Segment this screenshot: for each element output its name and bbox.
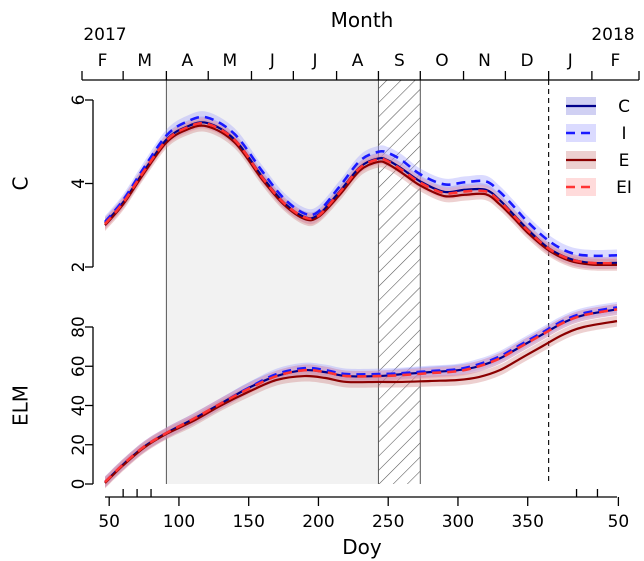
series-line-e bbox=[104, 320, 618, 484]
band-c bbox=[105, 116, 617, 269]
series-line-e bbox=[104, 124, 618, 267]
legend-label-e: E bbox=[619, 151, 630, 171]
legend-label-c: C bbox=[618, 97, 630, 117]
doy-axis-title: Doy bbox=[342, 535, 382, 559]
month-label: M bbox=[137, 51, 152, 71]
y-axis-title: C bbox=[9, 177, 33, 191]
month-label: J bbox=[311, 51, 317, 71]
month-axis-title: Month bbox=[331, 8, 394, 32]
doy-axis: Doy 50 100 150 200 250 300 350 50 bbox=[98, 489, 629, 559]
doy-tick-label: 300 bbox=[442, 512, 474, 532]
band-i bbox=[105, 111, 617, 262]
doy-tick-label: 100 bbox=[163, 512, 195, 532]
month-label: J bbox=[567, 51, 573, 71]
band-ei bbox=[105, 117, 617, 270]
doy-tick-label: 50 bbox=[98, 512, 120, 532]
doy-tick-label: 350 bbox=[511, 512, 543, 532]
doy-tick-label: 50 bbox=[608, 512, 630, 532]
month-label: O bbox=[435, 51, 448, 71]
month-label: S bbox=[394, 51, 405, 71]
series-line-c bbox=[104, 121, 618, 265]
month-label: D bbox=[520, 51, 533, 71]
year-end-label: 2018 bbox=[591, 25, 634, 45]
month-label: A bbox=[181, 51, 193, 71]
y-tick-label: 60 bbox=[69, 355, 89, 377]
y-tick-label: 6 bbox=[69, 95, 89, 106]
y-tick-label: 80 bbox=[69, 316, 89, 338]
year-start-label: 2017 bbox=[83, 25, 126, 45]
doy-tick-label: 150 bbox=[232, 512, 264, 532]
panel-c: 2 4 6 C bbox=[9, 95, 618, 273]
legend: CIE EI bbox=[566, 97, 632, 198]
doy-tick-label: 250 bbox=[372, 512, 404, 532]
month-label: M bbox=[223, 51, 238, 71]
y-tick-label: 0 bbox=[69, 479, 89, 490]
plot-area: 2 4 6 C 0 20 40 60 80 ELM bbox=[9, 95, 618, 490]
month-label: J bbox=[269, 51, 275, 71]
y-tick-label: 2 bbox=[69, 262, 89, 273]
y-tick-label: 20 bbox=[69, 434, 89, 456]
month-label: F bbox=[98, 51, 108, 71]
series-line-i bbox=[104, 115, 618, 258]
legend-label-ei: EI bbox=[616, 178, 632, 198]
y-tick-label: 40 bbox=[69, 395, 89, 417]
band-e bbox=[105, 119, 617, 271]
month-label: N bbox=[478, 51, 491, 71]
legend-label-i: I bbox=[621, 124, 626, 144]
hatched-period bbox=[378, 80, 421, 484]
y-axis-title: ELM bbox=[9, 385, 33, 426]
month-axis: Month 2017 2018 F M A M J J A S O N D J F bbox=[81, 8, 640, 81]
y-tick-label: 4 bbox=[69, 178, 89, 189]
series-line-ei bbox=[104, 308, 618, 483]
panel-elm: 0 20 40 60 80 ELM bbox=[9, 301, 618, 490]
doy-tick-label: 200 bbox=[302, 512, 334, 532]
month-label: F bbox=[611, 51, 621, 71]
month-label: A bbox=[352, 51, 364, 71]
